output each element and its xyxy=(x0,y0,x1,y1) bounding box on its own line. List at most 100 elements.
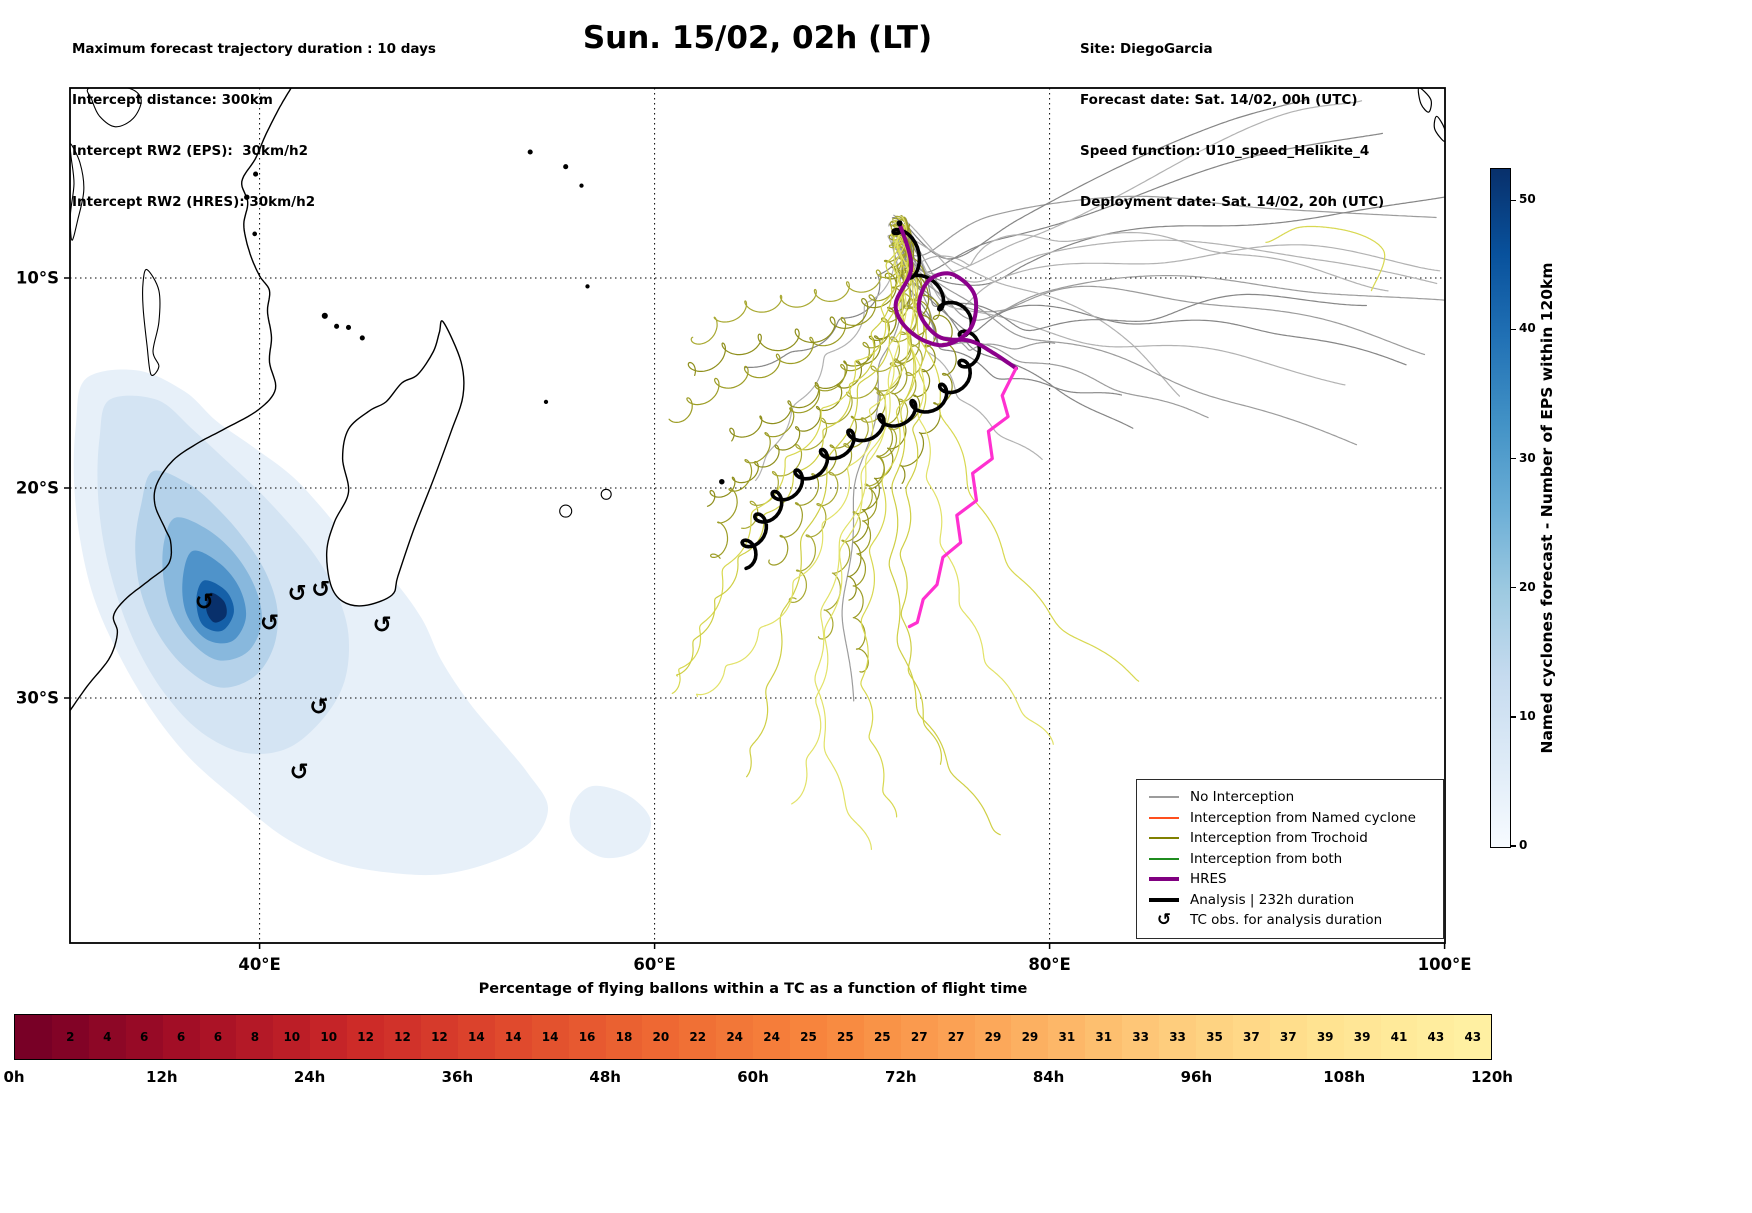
trajectory-magenta xyxy=(907,366,1018,629)
lake-outline xyxy=(142,268,161,376)
trajectory-trochoid xyxy=(847,227,937,601)
colorbar-segment-value: 8 xyxy=(250,1030,260,1044)
colorbar-segment-value: 20 xyxy=(652,1030,670,1044)
legend-color-line xyxy=(1149,897,1179,902)
density-contour xyxy=(569,785,651,859)
flight-time-tick-label: 0h xyxy=(3,1068,25,1086)
y-tick-label: 30°S xyxy=(16,689,59,708)
island-dot xyxy=(600,488,612,500)
trajectory-yellow xyxy=(896,226,1054,745)
legend-item-label: No Interception xyxy=(1190,789,1295,806)
eps-count-colorbar-label: Named cyclones forecast - Number of EPS … xyxy=(1538,262,1556,754)
legend-line-sample xyxy=(1147,857,1181,860)
x-tick-label: 60°E xyxy=(633,955,675,974)
island-dot xyxy=(359,335,365,341)
colorbar-segment-value: 22 xyxy=(689,1030,707,1044)
legend-item: Interception from both xyxy=(1147,849,1433,870)
trajectory-gray xyxy=(841,229,903,702)
coastline-layer xyxy=(70,88,1445,711)
tc-obs-symbol: ↺ xyxy=(287,581,306,607)
legend-item: HRES xyxy=(1147,869,1433,890)
colorbar-tick-label: 10 xyxy=(1519,708,1536,723)
eps-count-colorbar xyxy=(1490,168,1511,848)
flight-time-tick-label: 36h xyxy=(441,1068,474,1086)
colorbar-tick xyxy=(1511,716,1516,718)
colorbar-segment-value: 27 xyxy=(910,1030,928,1044)
colorbar-segment-value: 39 xyxy=(1316,1030,1334,1044)
trajectory-trochoid xyxy=(788,214,919,603)
island-dot xyxy=(559,504,573,518)
colorbar-segment: 37 xyxy=(1232,1015,1270,1059)
island-dot xyxy=(719,478,725,485)
colorbar-segment-value: 25 xyxy=(800,1030,817,1044)
colorbar-segment-value: 2 xyxy=(66,1030,75,1044)
flight-time-tick-label: 120h xyxy=(1471,1068,1513,1086)
density-layer xyxy=(73,369,651,876)
colorbar-segment-value: 33 xyxy=(1169,1030,1186,1044)
colorbar-segment: 31 xyxy=(1085,1015,1123,1059)
colorbar-tick xyxy=(1511,199,1516,202)
colorbar-segment: 10 xyxy=(273,1015,311,1059)
colorbar-tick-label: 20 xyxy=(1519,579,1536,594)
legend-color-line xyxy=(1149,857,1179,860)
map-legend: No Interception Interception from Named c… xyxy=(1136,779,1444,939)
colorbar-segment-value: 29 xyxy=(1021,1030,1039,1044)
trajectory-yellow xyxy=(696,216,908,698)
colorbar-segment: 18 xyxy=(605,1015,643,1059)
legend-item-label: Interception from Named cyclone xyxy=(1190,809,1416,826)
colorbar-tick xyxy=(1511,328,1516,331)
trajectory-gray xyxy=(889,224,1367,332)
trajectory-yellow xyxy=(671,229,902,694)
colorbar-segment-value: 12 xyxy=(394,1030,411,1044)
legend-item-label: Analysis | 232h duration xyxy=(1190,891,1355,908)
colorbar-segment: 6 xyxy=(125,1015,163,1059)
axes-frame: 40°E 60°E 80°E 100°E 10°S 20°S 30°S xyxy=(16,87,1472,974)
legend-line-sample xyxy=(1147,877,1181,882)
site-line: Site: DiegoGarcia xyxy=(1080,41,1213,57)
colorbar-segment-value: 24 xyxy=(726,1030,744,1044)
colorbar-segment: 39 xyxy=(1343,1015,1381,1059)
trajectory-yellow xyxy=(676,217,904,677)
flight-time-tick-label: 48h xyxy=(589,1068,621,1086)
island-dot xyxy=(527,149,533,155)
colorbar-segment: 43 xyxy=(1417,1015,1455,1059)
coastline-madagascar xyxy=(325,320,465,607)
trajectory-gray xyxy=(905,229,1358,446)
param-line-rw2-eps: Intercept RW2 (EPS): 30km/h2 xyxy=(72,143,308,159)
legend-line-sample xyxy=(1147,816,1181,819)
colorbar-segment: 41 xyxy=(1380,1015,1418,1059)
tc-obs-symbol: ↺ xyxy=(260,610,279,636)
tc-obs-symbol: ↺ xyxy=(289,760,308,786)
colorbar-tick-label: 0 xyxy=(1519,838,1528,852)
colorbar-segment: 37 xyxy=(1269,1015,1307,1059)
colorbar-segment: 25 xyxy=(790,1015,827,1059)
legend-item: No Interception xyxy=(1147,787,1433,808)
trajectory-analysis xyxy=(740,227,982,571)
colorbar-segment-value: 37 xyxy=(1279,1030,1297,1044)
flight-time-colorbar-title: Percentage of flying ballons within a TC… xyxy=(478,981,1028,997)
tc-obs-symbol: ↺ xyxy=(195,589,214,615)
colorbar-segment-value: 12 xyxy=(357,1030,374,1044)
x-tick-label: 80°E xyxy=(1028,955,1070,974)
colorbar-segment: 16 xyxy=(568,1015,606,1059)
island-dot xyxy=(585,284,590,289)
plot-border xyxy=(69,87,1446,944)
island-dot xyxy=(321,312,328,319)
legend-item-label: Interception from Trochoid xyxy=(1190,830,1368,847)
colorbar-segment: 24 xyxy=(753,1015,791,1059)
colorbar-segment: 33 xyxy=(1122,1015,1160,1059)
flight-time-tick-label: 72h xyxy=(885,1068,917,1086)
colorbar-segment: 29 xyxy=(974,1015,1012,1059)
colorbar-segment-value: 25 xyxy=(873,1030,891,1044)
x-tick-label: 100°E xyxy=(1418,955,1472,974)
param-line-distance: Intercept distance: 300km xyxy=(72,92,273,108)
colorbar-segment: 14 xyxy=(494,1015,532,1059)
trajectory-gray xyxy=(903,98,1308,260)
colorbar-segment: 33 xyxy=(1159,1015,1196,1059)
lake-outline xyxy=(70,143,85,241)
trajectory-hres xyxy=(893,221,1018,371)
flight-time-colorbar: 2 4 6 6 6 8 10 10 12 12 12 14 14 14 16 18 20 22 24 24 25 25 25… xyxy=(14,1014,1492,1060)
legend-item-label: HRES xyxy=(1190,871,1227,888)
colorbar-segment-value: 14 xyxy=(541,1030,559,1044)
trajectory-gray xyxy=(754,230,902,482)
